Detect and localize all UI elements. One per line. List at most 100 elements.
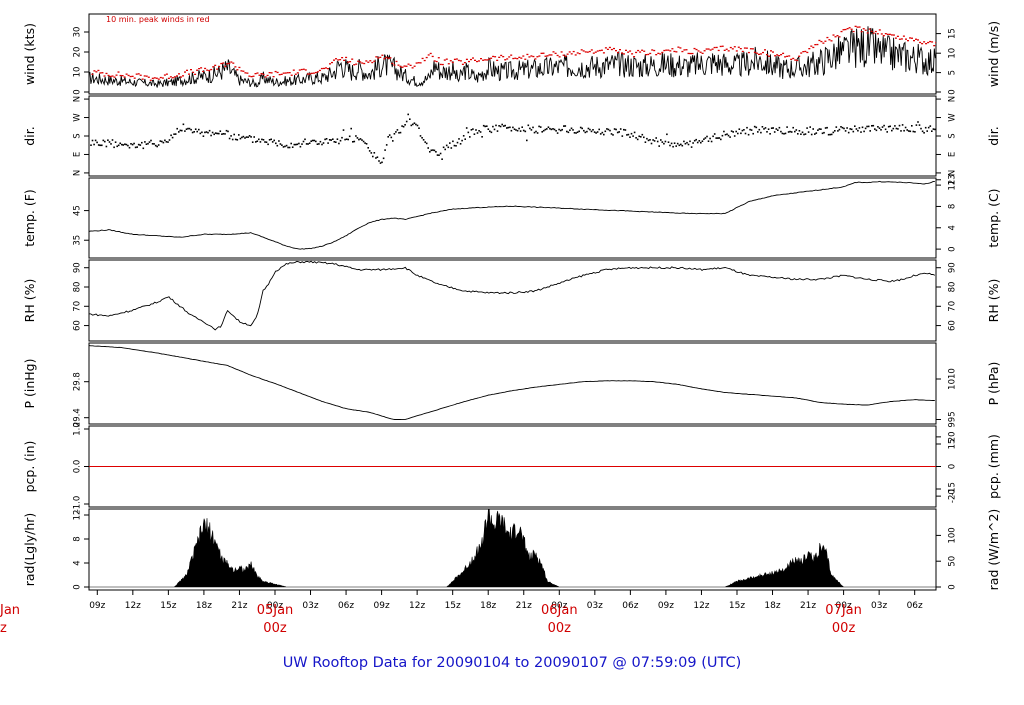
wind-direction-mark — [801, 131, 804, 134]
wind-peak-mark — [905, 38, 907, 40]
wind-direction-mark — [869, 130, 871, 132]
wind-direction-mark — [375, 157, 377, 159]
wind-peak-mark — [409, 64, 412, 66]
wind-direction-mark — [536, 132, 539, 134]
wind-peak-mark — [800, 52, 803, 54]
temp-left-tick-label: 35 — [73, 235, 83, 246]
wind-direction-mark — [410, 124, 413, 127]
wind-peak-mark — [701, 52, 704, 54]
rh-left-ylabel: RH (%) — [22, 279, 37, 323]
wind-direction-mark — [496, 130, 499, 132]
wind-peak-mark — [310, 72, 313, 74]
wind-peak-mark — [119, 74, 122, 77]
wind-direction-mark — [695, 138, 697, 141]
wind-peak-mark — [381, 54, 384, 56]
wind-peak-mark — [725, 48, 728, 50]
wind-direction-mark — [478, 130, 480, 132]
wind-direction-mark — [542, 129, 545, 132]
wind-peak-note: 10 min. peak winds in red — [106, 15, 210, 24]
wind-direction-mark — [295, 143, 297, 146]
wind-peak-mark — [814, 44, 817, 46]
day-hour-label: 00z — [832, 621, 856, 636]
wind-direction-mark — [268, 139, 271, 141]
wind-peak-mark — [886, 33, 889, 35]
wind-direction-mark — [151, 143, 154, 145]
wind-direction-mark — [102, 139, 105, 142]
wind-direction-mark — [650, 142, 653, 145]
temp-right-tick-label: 8 — [948, 204, 958, 209]
wind-peak-mark — [316, 71, 319, 73]
wind-peak-mark — [474, 59, 476, 61]
precip-right-tick-label: 0 — [948, 464, 958, 469]
dir-plot-area — [90, 113, 936, 164]
wind-panel: wind (kts) wind (m/s) 0 10 20 30 0 5 10 15 — [22, 13, 1001, 95]
wind-direction-mark — [827, 133, 830, 136]
wind-peak-mark — [890, 34, 893, 36]
wind-direction-mark — [178, 131, 180, 133]
wind-peak-mark — [574, 54, 577, 56]
wind-peak-mark — [131, 75, 134, 77]
wind-direction-mark — [231, 138, 234, 141]
wind-peak-mark — [723, 49, 726, 51]
wind-peak-mark — [258, 74, 261, 76]
wind-peak-mark — [405, 65, 408, 67]
wind-peak-mark — [147, 76, 150, 78]
wind-direction-mark — [906, 129, 908, 131]
wind-direction-mark — [415, 123, 417, 126]
wind-peak-mark — [554, 52, 557, 54]
wind-direction-mark — [898, 124, 901, 127]
wind-direction-mark — [609, 129, 611, 132]
wind-peak-mark — [320, 67, 323, 70]
wind-peak-mark — [139, 74, 142, 76]
wind-direction-mark — [541, 131, 543, 133]
wind-peak-mark — [276, 71, 279, 74]
dir-right-tick-label: E — [948, 152, 958, 157]
wind-direction-mark — [147, 142, 149, 145]
wind-direction-mark — [915, 124, 918, 126]
wind-peak-mark — [228, 62, 231, 65]
wind-direction-mark — [245, 136, 248, 138]
wind-direction-mark — [234, 138, 237, 141]
precip-right-tick-label: 20 — [948, 431, 958, 442]
wind-direction-mark — [205, 131, 208, 133]
wind-direction-mark — [909, 130, 912, 133]
wind-direction-mark — [447, 146, 450, 149]
wind-direction-mark — [228, 137, 231, 140]
wind-peak-mark — [566, 53, 569, 55]
wind-peak-mark — [747, 51, 750, 54]
wind-direction-mark — [378, 160, 380, 162]
wind-direction-mark — [458, 138, 460, 140]
wind-left-tick-label: 30 — [73, 27, 83, 38]
wind-direction-mark — [880, 129, 882, 131]
wind-direction-mark — [321, 143, 323, 146]
wind-direction-mark — [436, 154, 439, 156]
wind-direction-mark — [613, 128, 616, 130]
wind-direction-mark — [241, 136, 243, 139]
wind-peak-mark — [828, 39, 831, 41]
wind-direction-mark — [308, 142, 311, 144]
wind-peak-mark — [125, 73, 128, 75]
wind-direction-mark — [296, 143, 299, 146]
wind-direction-mark — [510, 129, 513, 132]
wind-direction-mark — [757, 131, 759, 133]
wind-peak-mark — [393, 64, 396, 66]
wind-peak-mark — [862, 28, 865, 30]
rh-right-tick-label: 90 — [948, 262, 958, 273]
wind-peak-mark — [375, 56, 378, 58]
wind-direction-mark — [750, 129, 753, 131]
wind-direction-mark — [567, 131, 570, 134]
wind-direction-mark — [225, 129, 228, 132]
wind-peak-mark — [441, 63, 444, 66]
wind-direction-mark — [626, 134, 628, 136]
wind-direction-mark — [746, 126, 748, 129]
wind-peak-mark — [484, 59, 487, 61]
wind-peak-mark — [218, 65, 221, 68]
wind-direction-mark — [174, 133, 177, 135]
wind-peak-mark — [95, 71, 98, 73]
wind-direction-mark — [251, 141, 254, 143]
wind-peak-mark — [204, 67, 207, 70]
wind-direction-mark — [532, 126, 534, 129]
wind-direction-mark — [866, 125, 868, 128]
wind-direction-mark — [310, 140, 312, 142]
